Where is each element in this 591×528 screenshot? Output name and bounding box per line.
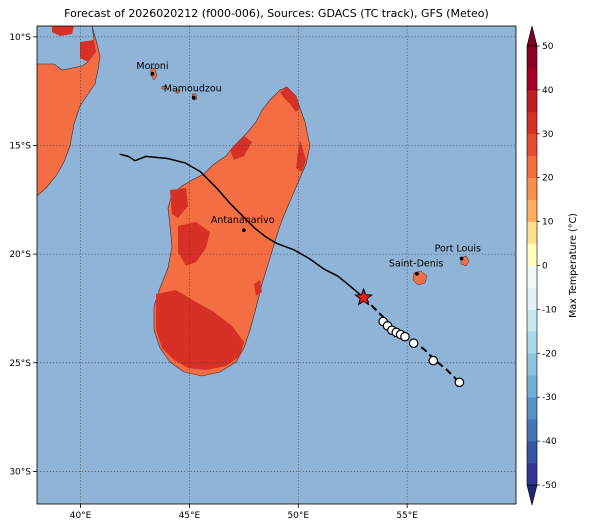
colorbar-tick-label: -30 [542, 393, 557, 403]
city-labels: Moroni Mamoudzou Antananarivo Saint-Denis Po… [136, 61, 481, 276]
colorbar-tick-label: 50 [542, 42, 554, 52]
city-dot [191, 95, 196, 100]
colorbar-segment [527, 177, 537, 200]
y-axis-ticks: 10°S 15°S 20°S 25°S 30°S [9, 33, 37, 477]
colorbar-segment [527, 265, 537, 288]
colorbar-segment [527, 133, 537, 157]
colorbar-label: Max Temperature (°C) [568, 213, 579, 318]
y-tick-label: 15°S [9, 142, 31, 152]
colorbar-over-arrow [526, 25, 538, 47]
forecast-position-marker [428, 355, 439, 366]
colorbar-tick-label: 0 [542, 262, 548, 272]
x-tick-label: 45°E [179, 511, 201, 521]
current-position-star [354, 287, 374, 306]
map-area: Moroni Mamoudzou Antananarivo Saint-Denis Po… [36, 25, 517, 505]
city-dot [459, 256, 464, 261]
colorbar-segment [527, 221, 537, 244]
colorbar-tick-label: -50 [542, 481, 557, 491]
land-moheli [161, 85, 168, 90]
city-dot [241, 228, 246, 233]
colorbar-tick-label: 30 [542, 130, 554, 140]
colorbar-segment [527, 375, 537, 398]
x-axis-ticks: 40°E 45°E 50°E 55°E [70, 504, 418, 521]
colorbar-segment [527, 353, 537, 376]
colorbar-tick-label: 40 [542, 86, 554, 96]
forecast-position-marker [408, 338, 419, 349]
land-africa-hot-2 [80, 40, 96, 62]
x-tick-label: 50°E [287, 511, 309, 521]
colorbar-segment [527, 463, 537, 486]
colorbar-segment [527, 441, 537, 464]
land-madagascar-hot-west-1 [170, 188, 188, 218]
track-past-line [119, 153, 365, 299]
colorbar-tick-label: 10 [542, 218, 554, 228]
colorbar-tick-label: -20 [542, 349, 557, 359]
cyclone-track [119, 153, 465, 388]
city-label: Moroni [136, 61, 168, 72]
figure-title: Forecast of 2026020212 (f000-006), Sourc… [64, 7, 489, 20]
colorbar-tick-label: -10 [542, 305, 557, 315]
y-tick-label: 25°S [9, 359, 31, 369]
colorbar-segment [527, 243, 537, 266]
city-dot [150, 71, 155, 76]
colorbar-segment [527, 331, 537, 354]
city-dot [415, 271, 419, 276]
colorbar-segment [527, 419, 537, 442]
land-madagascar-hot-north [280, 87, 300, 112]
colorbar-segment [527, 309, 537, 332]
colorbar-segment [527, 111, 537, 135]
colorbar-tick-label: -40 [542, 437, 557, 447]
colorbar-tick-label: 20 [542, 174, 554, 184]
colorbar-segment [527, 67, 537, 91]
land-africa-hot-1 [52, 26, 74, 36]
land-madagascar-hot-west-2 [178, 222, 210, 266]
land-anjouan [175, 89, 181, 94]
land-madagascar-hot-northwest [230, 136, 252, 160]
city-label: Port Louis [435, 243, 481, 254]
land-madagascar-hot-south [156, 290, 244, 370]
city-label: Saint-Denis [389, 259, 443, 270]
colorbar-segment [527, 397, 537, 420]
city-label: Mamoudzou [164, 84, 222, 95]
y-tick-label: 10°S [9, 33, 31, 43]
city-label: Antananarivo [211, 215, 275, 226]
colorbar-segment [527, 89, 537, 113]
y-tick-label: 30°S [9, 467, 31, 477]
colorbar-segment [527, 46, 537, 69]
land-madagascar-hot-east [254, 280, 262, 296]
y-tick-label: 20°S [9, 250, 31, 260]
colorbar-segment [527, 199, 537, 222]
x-tick-label: 55°E [396, 511, 418, 521]
colorbar-segment [527, 155, 537, 178]
forecast-position-marker [454, 377, 465, 388]
map-frame [36, 25, 517, 505]
colorbar-under-arrow [526, 484, 538, 506]
x-tick-label: 40°E [70, 511, 92, 521]
colorbar: 50 40 30 20 10 0 -10 -20 -30 -40 -50 Max Temperatur… [526, 25, 579, 506]
colorbar-segment [527, 287, 537, 310]
forecast-position-marker [400, 331, 410, 342]
